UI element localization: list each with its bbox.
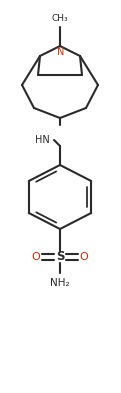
Text: N: N [57,47,65,57]
Text: NH₂: NH₂ [50,278,70,288]
Text: CH₃: CH₃ [52,14,68,23]
Text: O: O [32,252,40,262]
Text: S: S [56,250,64,263]
Text: O: O [80,252,88,262]
Text: HN: HN [35,135,50,145]
